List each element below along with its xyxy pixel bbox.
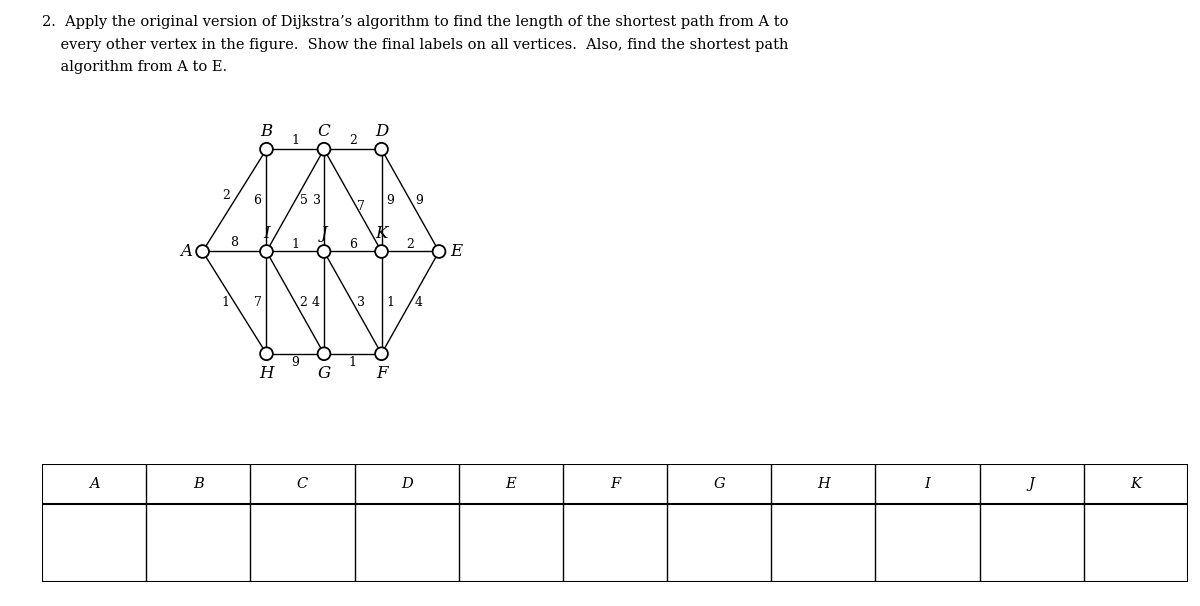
Text: algorithm from A to E.: algorithm from A to E.: [42, 60, 227, 74]
Circle shape: [376, 347, 388, 360]
Text: F: F: [376, 365, 388, 382]
Text: 2.  Apply the original version of Dijkstra’s algorithm to find the length of the: 2. Apply the original version of Dijkstr…: [42, 15, 788, 29]
Text: 2: 2: [407, 238, 414, 251]
Text: K: K: [1130, 477, 1141, 491]
Text: 7: 7: [356, 199, 365, 213]
Text: I: I: [925, 477, 930, 491]
Text: 1: 1: [349, 356, 356, 369]
Text: 2: 2: [299, 296, 307, 309]
Text: G: G: [713, 477, 725, 491]
Text: I: I: [263, 225, 270, 242]
Text: 1: 1: [222, 296, 229, 309]
Text: 9: 9: [386, 194, 395, 207]
Circle shape: [260, 245, 272, 258]
Text: 1: 1: [292, 134, 299, 147]
Text: D: D: [374, 123, 389, 140]
Text: J: J: [320, 225, 328, 242]
Circle shape: [318, 245, 330, 258]
Text: D: D: [401, 477, 413, 491]
Text: 6: 6: [349, 238, 356, 251]
Text: 4: 4: [414, 296, 422, 309]
Circle shape: [260, 143, 272, 156]
Text: H: H: [817, 477, 829, 491]
Text: A: A: [181, 243, 193, 260]
Text: G: G: [317, 365, 331, 382]
Text: A: A: [89, 477, 100, 491]
Text: 1: 1: [386, 296, 395, 309]
Text: 6: 6: [253, 194, 262, 207]
Text: B: B: [193, 477, 204, 491]
Text: B: B: [260, 123, 272, 140]
Text: 8: 8: [230, 236, 239, 249]
Text: 2: 2: [223, 189, 230, 202]
Text: 7: 7: [253, 296, 262, 309]
Text: E: E: [450, 243, 463, 260]
Circle shape: [318, 143, 330, 156]
Text: C: C: [296, 477, 308, 491]
Circle shape: [376, 143, 388, 156]
Text: 2: 2: [349, 134, 356, 147]
Text: J: J: [1028, 477, 1034, 491]
Circle shape: [433, 245, 445, 258]
Text: F: F: [610, 477, 620, 491]
Text: K: K: [376, 225, 388, 242]
Text: H: H: [259, 365, 274, 382]
Text: 3: 3: [313, 194, 320, 207]
Text: 5: 5: [300, 194, 308, 207]
Text: 1: 1: [292, 238, 299, 251]
Circle shape: [376, 245, 388, 258]
Circle shape: [260, 347, 272, 360]
Circle shape: [318, 347, 330, 360]
Circle shape: [196, 245, 209, 258]
Text: every other vertex in the figure.  Show the final labels on all vertices.  Also,: every other vertex in the figure. Show t…: [42, 38, 788, 52]
Text: 9: 9: [415, 194, 424, 207]
Text: 4: 4: [312, 296, 320, 309]
Text: C: C: [318, 123, 330, 140]
Text: E: E: [505, 477, 516, 491]
Text: 3: 3: [356, 296, 365, 309]
Text: 9: 9: [292, 356, 299, 369]
